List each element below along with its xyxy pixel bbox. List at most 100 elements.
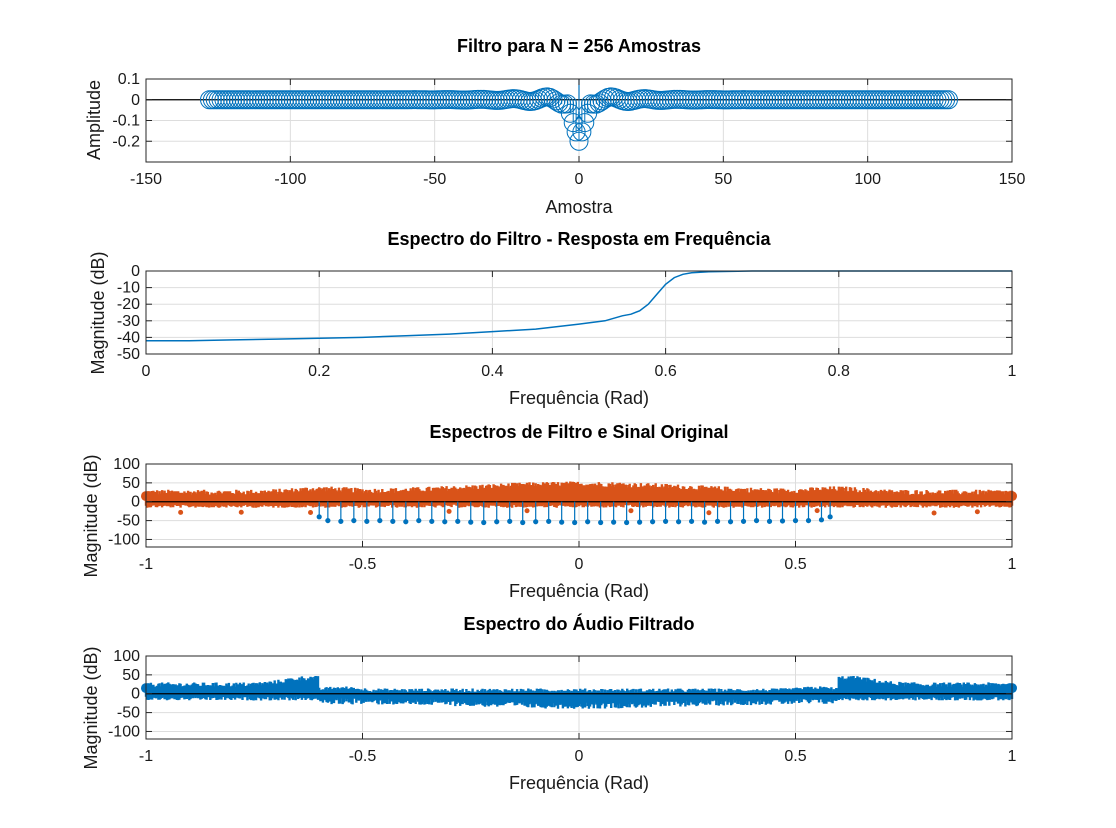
y-tick-label: 0.1 — [118, 71, 140, 88]
filter-stem-marker — [520, 519, 526, 526]
filter-stem-marker — [675, 519, 682, 525]
x-tick-label: 0.2 — [308, 363, 330, 380]
x-axis-label-4: Frequência (Rad) — [509, 773, 649, 793]
filter-stem-marker — [455, 518, 461, 524]
x-tick-label: 0.8 — [828, 363, 850, 380]
x-tick-label: -150 — [130, 171, 162, 188]
chart-title-3: Espectros de Filtro e Sinal Original — [429, 422, 728, 442]
filter-stem-marker — [351, 517, 357, 524]
x-axis-label-3: Frequência (Rad) — [509, 581, 649, 601]
filter-stem-marker — [416, 517, 422, 524]
filter-stem-marker — [481, 519, 487, 526]
filter-stem-marker — [827, 514, 833, 520]
y-tick-label: -50 — [117, 513, 140, 530]
y-tick-label: -0.2 — [112, 133, 140, 150]
filter-stem-marker — [688, 518, 695, 524]
y-tick-label: -100 — [108, 531, 140, 548]
chart-title-2: Espectro do Filtro - Resposta em Frequên… — [387, 229, 771, 249]
filter-stem-marker — [442, 519, 448, 525]
y-tick-label: 50 — [122, 475, 140, 492]
x-tick-label: 50 — [714, 171, 732, 188]
filter-stem-marker — [714, 518, 721, 524]
signal-dot — [706, 510, 712, 516]
stem-marker — [569, 131, 589, 151]
filter-stem-marker — [507, 518, 513, 524]
x-tick-label: 0 — [575, 556, 584, 573]
x-tick-label: -1 — [139, 748, 153, 765]
filter-stem-marker — [611, 519, 617, 525]
x-tick-label: -50 — [423, 171, 446, 188]
signal-dot — [178, 509, 184, 515]
signal-dot — [446, 508, 452, 514]
x-tick-label: 0.5 — [784, 556, 806, 573]
x-tick-label: -1 — [139, 556, 153, 573]
y-tick-label: 50 — [122, 667, 140, 684]
plot-area-2 — [146, 271, 1012, 354]
ticks-3: -1 -0.5 0 0.5 1 100 50 0 -50-100 — [108, 456, 1017, 573]
y-axis-label-3: Magnitude (dB) — [81, 454, 101, 577]
x-tick-label: 1 — [1008, 556, 1017, 573]
y-tick-label: -20 — [117, 296, 140, 313]
stem-marker — [938, 90, 958, 110]
y-tick-label: -30 — [117, 313, 140, 330]
filter-stem-marker — [727, 519, 734, 525]
ticks-4: -1 -0.5 0 0.5 1 100 50 0 -50-100 — [108, 648, 1017, 765]
y-tick-label: 0 — [131, 686, 140, 703]
ticks-1: -150 -100 -50 0 50 100 150 0.1 0 -0.1 -0.2 — [112, 71, 1025, 188]
filter-stem-marker — [468, 519, 474, 525]
filter-stem-marker — [533, 519, 539, 525]
signal-dot — [974, 509, 980, 515]
filter-stem-marker — [818, 517, 825, 523]
filter-stem-marker — [325, 517, 331, 524]
filter-stem-marker — [377, 517, 383, 524]
x-axis-label-1: Amostra — [545, 197, 613, 217]
y-tick-label: 100 — [113, 648, 140, 665]
y-axis-label-2: Magnitude (dB) — [88, 251, 108, 374]
filter-stem-marker — [546, 518, 552, 524]
x-tick-label: 100 — [854, 171, 881, 188]
x-tick-label: 0.6 — [654, 363, 676, 380]
filter-stem-marker — [572, 519, 578, 526]
filter-stem-marker — [637, 519, 643, 525]
panel-filter-and-signal: -1 -0.5 0 0.5 1 100 50 0 -50-100 Espectros de Fi… — [81, 422, 1017, 601]
y-tick-label: 0 — [131, 494, 140, 511]
axes-frame-2 — [145, 270, 1013, 355]
panel-filter-taps: -150 -100 -50 0 50 100 150 0.1 0 -0.1 -0.2 Filtro … — [84, 36, 1025, 217]
stem-marker — [592, 91, 612, 111]
signal-edge-marker — [143, 491, 154, 502]
filter-stem-marker — [364, 518, 370, 524]
filter-stem-marker — [740, 518, 747, 524]
signal-dot — [308, 510, 314, 516]
filter-stem-marker — [316, 514, 322, 520]
y-tick-label: -100 — [108, 723, 140, 740]
y-tick-label: -10 — [117, 280, 140, 297]
y-axis-label-1: Amplitude — [84, 80, 104, 160]
filter-stem-marker — [753, 517, 760, 524]
stem-marker — [572, 122, 592, 142]
signal-dot — [524, 508, 530, 514]
x-tick-label: 0 — [575, 171, 584, 188]
signal-dot — [814, 508, 820, 514]
response-line — [146, 270, 1012, 342]
filter-stem-marker — [403, 519, 409, 525]
filter-stem-marker — [779, 518, 786, 524]
signal-dot — [628, 508, 634, 514]
y-tick-label: -0.1 — [112, 113, 140, 130]
chart-title-1: Filtro para N = 256 Amostras — [457, 36, 701, 56]
x-tick-label: 1 — [1008, 363, 1017, 380]
data-1 — [146, 79, 1012, 151]
panel-filter-response: 0 0.2 0.4 0.6 0.8 10-10-20-30-40-50 Espectro … — [88, 229, 1017, 408]
x-tick-label: 0.4 — [481, 363, 503, 380]
x-tick-label: -100 — [274, 171, 306, 188]
filter-stem-marker — [559, 519, 565, 525]
filter-stem-marker — [390, 518, 396, 524]
x-tick-label: 1 — [1008, 748, 1017, 765]
ticks-2: 0 0.2 0.4 0.6 0.8 10-10-20-30-40-50 — [117, 263, 1017, 380]
x-axis-label-2: Frequência (Rad) — [509, 388, 649, 408]
chart-title-4: Espectro do Áudio Filtrado — [463, 613, 694, 634]
y-tick-label: 100 — [113, 456, 140, 473]
y-tick-label: -50 — [117, 346, 140, 363]
filter-stem-marker — [585, 519, 591, 525]
filter-stem-marker — [598, 519, 604, 526]
